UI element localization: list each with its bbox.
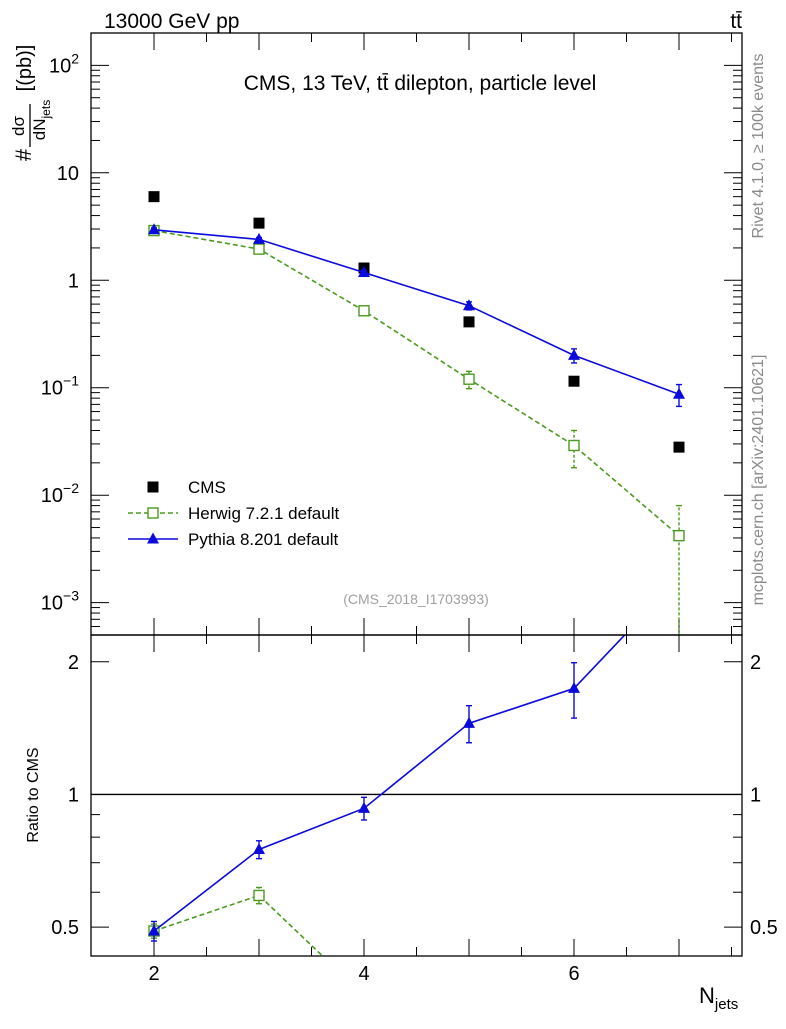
main-herwig-line <box>153 229 680 537</box>
ratio-pythia-point <box>148 924 160 936</box>
main-y-tick-label: 10 <box>57 163 79 185</box>
ratio-herwig-line <box>153 894 324 956</box>
main-y-axis-label: # dσ dNjets [(pb)] <box>9 45 53 161</box>
main-cms-point <box>673 441 685 453</box>
ratio-y-tick-label: 1 <box>68 784 79 806</box>
legend-cms-marker <box>147 481 159 493</box>
ratio-series-group <box>148 635 626 1000</box>
main-y-tick-label: 10−1 <box>41 373 79 400</box>
y-label-unit: [(pb)] <box>14 45 36 92</box>
process-label: tt̄ <box>730 10 742 33</box>
axes-group: 10−3 10−2 10−1 1 10 102 2 4 6 0.5 0.5 1 1 2 2 <box>41 32 778 985</box>
main-series-group <box>148 191 685 635</box>
main-cms-point <box>253 217 265 229</box>
ratio-herwig-point <box>359 990 369 1000</box>
ratio-y-tick-label-right: 2 <box>750 652 761 674</box>
main-cms-point <box>568 375 580 387</box>
ratio-y-tick-label: 2 <box>68 652 79 674</box>
ratio-y-tick-label: 0.5 <box>51 917 79 939</box>
ratio-pythia-point <box>253 843 265 855</box>
main-y-tick-label: 10−3 <box>41 588 79 615</box>
ratio-pythia-point <box>463 716 475 728</box>
legend-pythia-marker <box>147 532 159 544</box>
energy-label: 13000 GeV pp <box>104 10 239 33</box>
main-y-tick-label: 1 <box>68 270 79 292</box>
main-herwig-point <box>358 305 370 317</box>
ratio-pythia-point <box>568 681 580 693</box>
main-herwig-point <box>253 243 265 255</box>
ratio-y-tick-label-right: 1 <box>750 784 761 806</box>
main-pythia-point <box>148 223 160 235</box>
x-tick-label: 6 <box>568 963 579 985</box>
x-tick-label: 2 <box>148 963 159 985</box>
y-label-hash: # <box>11 148 36 161</box>
analysis-watermark: (CMS_2018_I1703993) <box>343 591 489 607</box>
main-herwig-point <box>568 439 580 452</box>
main-herwig-point <box>463 373 475 385</box>
legend-pythia-label: Pythia 8.201 default <box>188 530 339 549</box>
ratio-frame <box>90 634 743 957</box>
legend-herwig-label: Herwig 7.2.1 default <box>188 504 339 523</box>
rivet-label: Rivet 4.1.0, ≥ 100k events <box>750 54 767 239</box>
main-y-tick-label: 102 <box>49 50 79 77</box>
chart-title: CMS, 13 TeV, tt̄ dilepton, particle leve… <box>244 72 597 95</box>
main-pythia-point <box>463 299 475 311</box>
main-herwig-point <box>673 529 685 542</box>
legend-herwig-marker <box>147 507 159 519</box>
main-pythia-point <box>568 348 580 360</box>
x-axis-label: Njets <box>699 983 738 1013</box>
main-cms-point <box>148 191 160 203</box>
ratio-herwig-point <box>253 889 265 902</box>
source-label: mcplots.cern.ch [arXiv:2401.10621] <box>750 355 767 606</box>
main-cms-point <box>463 316 475 328</box>
y-label-denominator: dNjets <box>30 100 53 140</box>
main-pythia-line <box>153 228 680 395</box>
main-pythia-point <box>358 266 370 278</box>
ratio-y-label: Ratio to CMS <box>25 747 42 842</box>
main-y-tick-label: 10−2 <box>41 480 79 507</box>
main-pythia-point <box>253 232 265 244</box>
legend-cms-label: CMS <box>188 478 226 497</box>
y-label-numerator: dσ <box>9 116 28 136</box>
legend: CMS Herwig 7.2.1 default Pythia 8.201 defa… <box>128 478 339 549</box>
ratio-pythia-line <box>153 635 626 932</box>
main-pythia-point <box>673 387 685 399</box>
ratio-y-tick-label-right: 0.5 <box>750 917 778 939</box>
x-tick-label: 4 <box>358 963 369 985</box>
ratio-pythia-point <box>358 801 370 813</box>
